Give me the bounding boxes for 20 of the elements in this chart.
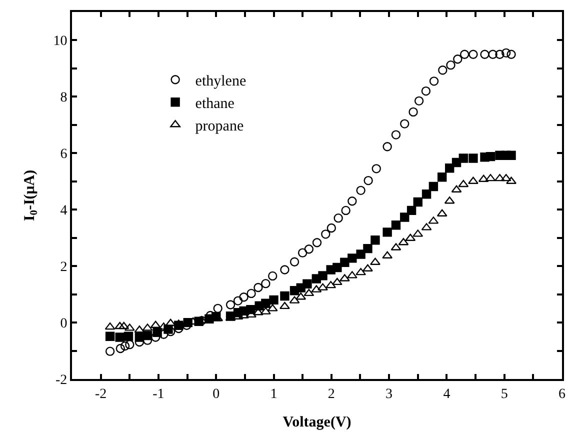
x-tick-label: 1 bbox=[270, 386, 278, 402]
y-tick-label: 0 bbox=[60, 316, 68, 332]
x-tick-label: 4 bbox=[443, 386, 450, 402]
y-tick-label: 6 bbox=[60, 147, 68, 162]
x-axis-title: Voltage(V) bbox=[282, 414, 352, 430]
x-tick-label: 2 bbox=[328, 386, 335, 402]
x-tick-label: 3 bbox=[386, 386, 393, 402]
legend-label: ethylene bbox=[195, 73, 246, 90]
x-tick-label: 0 bbox=[212, 386, 220, 402]
legend-label: propane bbox=[195, 118, 244, 134]
y-tick-label: 10 bbox=[53, 34, 68, 50]
x-tick-label: 5 bbox=[500, 386, 508, 402]
y-tick-label: 8 bbox=[60, 90, 68, 106]
x-tick-label: 6 bbox=[558, 386, 566, 402]
y-tick-label: 2 bbox=[60, 260, 68, 275]
y-tick-label: -2 bbox=[56, 372, 68, 388]
x-tick-label: -2 bbox=[94, 386, 107, 402]
legend-label: ethane bbox=[195, 96, 235, 112]
x-tick-label: -1 bbox=[152, 386, 164, 402]
y-tick-label: 4 bbox=[60, 204, 68, 219]
